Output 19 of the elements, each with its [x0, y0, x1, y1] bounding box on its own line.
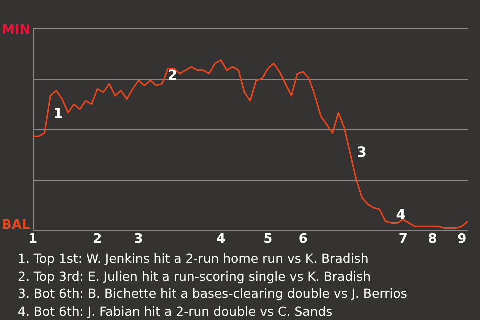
text: 1. Top 1st: W. Jenkins hit a 2-run home run vs K. Bradish [18, 250, 370, 268]
text: BAL [2, 218, 30, 233]
x-tick-label: 4 [216, 232, 226, 248]
x-tick-label: 2 [93, 232, 102, 248]
x-tick-label: 6 [298, 232, 308, 248]
text: 2. Top 3rd: E. Julien hit a run-scoring single vs K. Bradish [18, 268, 372, 285]
x-tick-label: 9 [458, 232, 467, 248]
x-tick-label: 8 [428, 232, 438, 248]
annotation: 3 [357, 144, 367, 161]
x-tick-label: 1 [28, 232, 38, 248]
x-tick-label: 5 [264, 232, 273, 248]
text: 3. Bot 6th: B. Bichette hit a bases-clearing double vs J. Berrios [18, 285, 408, 302]
annotation: 4 [396, 208, 406, 224]
text: MIN [2, 22, 31, 38]
x-tick-label: 3 [134, 232, 144, 248]
annotation: 1 [53, 106, 64, 122]
x-tick-label: 7 [398, 232, 408, 248]
text: 4. Bot 6th: J. Fabian hit a 2-run double vs C. Sands [18, 302, 334, 320]
annotation: 2 [168, 68, 178, 84]
